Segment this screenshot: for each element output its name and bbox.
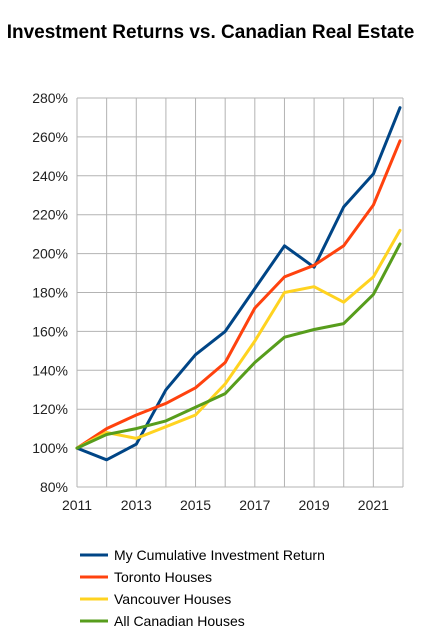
y-tick-label: 120% — [32, 401, 68, 417]
x-tick-label: 2019 — [299, 497, 330, 513]
series-line-1 — [75, 106, 402, 462]
y-tick-label: 100% — [32, 440, 68, 456]
y-tick-label: 160% — [32, 323, 68, 339]
y-tick-label: 220% — [32, 207, 68, 223]
x-tick-label: 2011 — [62, 497, 92, 513]
x-tick-label: 2015 — [180, 497, 211, 513]
x-tick-label: 2021 — [358, 497, 389, 513]
legend-item-label: Vancouver Houses — [114, 591, 231, 607]
y-tick-label: 280% — [32, 90, 68, 106]
y-tick-label: 180% — [32, 285, 68, 301]
y-tick-label: 260% — [32, 129, 68, 145]
chart-title: Investment Returns vs. Canadian Real Est… — [6, 22, 415, 43]
series-line-3 — [75, 228, 402, 450]
y-tick-label: 80% — [40, 479, 68, 495]
legend-item-label: All Canadian Houses — [114, 613, 245, 629]
y-tick-label: 200% — [32, 246, 68, 262]
y-tick-label: 140% — [32, 362, 68, 378]
legend-item-label: My Cumulative Investment Return — [114, 547, 325, 563]
x-tick-label: 2013 — [121, 497, 152, 513]
y-tick-label: 240% — [32, 168, 68, 184]
series-line-4 — [75, 242, 402, 450]
x-tick-label: 2017 — [239, 497, 270, 513]
legend-item-label: Toronto Houses — [114, 569, 212, 585]
series-line-2 — [75, 139, 402, 450]
